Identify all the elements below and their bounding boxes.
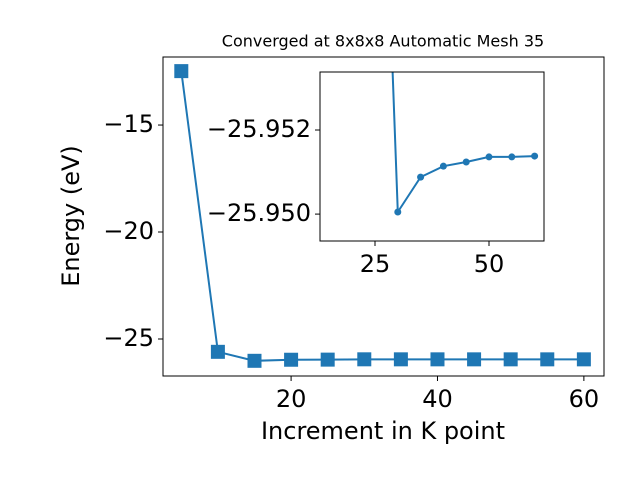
marker bbox=[503, 352, 518, 367]
marker bbox=[467, 352, 482, 367]
marker bbox=[540, 352, 555, 367]
marker bbox=[417, 173, 425, 181]
series bbox=[174, 64, 591, 368]
y-tick-label: −25 bbox=[103, 324, 154, 352]
y-axis-label: Energy (eV) bbox=[57, 145, 85, 287]
chart-title: Converged at 8x8x8 Automatic Mesh 35 bbox=[222, 32, 544, 51]
marker bbox=[357, 352, 372, 367]
x-axis-label: Increment in K point bbox=[261, 417, 505, 445]
y-tick-label: −15 bbox=[103, 110, 154, 138]
axes-frame bbox=[319, 71, 545, 242]
marker bbox=[247, 353, 262, 368]
marker bbox=[394, 208, 402, 216]
marker bbox=[485, 153, 493, 161]
marker bbox=[439, 162, 447, 170]
marker bbox=[320, 352, 335, 367]
y-tick-label: −25.952 bbox=[207, 115, 311, 143]
x-tick-label: 40 bbox=[422, 385, 453, 413]
series bbox=[391, 72, 539, 216]
x-tick-label: 60 bbox=[569, 385, 600, 413]
x-tick-label: 50 bbox=[474, 250, 505, 278]
marker bbox=[430, 352, 445, 367]
x-tick-label: 25 bbox=[360, 250, 391, 278]
y-tick-label: −20 bbox=[103, 217, 154, 245]
marker bbox=[576, 352, 591, 367]
marker bbox=[284, 352, 299, 367]
marker bbox=[531, 152, 539, 160]
x-tick-label: 20 bbox=[276, 385, 307, 413]
marker bbox=[508, 153, 516, 161]
y-tick-label: −25.950 bbox=[207, 199, 311, 227]
marker bbox=[393, 352, 408, 367]
marker bbox=[210, 344, 225, 359]
line bbox=[391, 72, 535, 216]
axes-frame bbox=[162, 56, 605, 377]
marker bbox=[174, 64, 189, 79]
marker bbox=[462, 158, 470, 166]
